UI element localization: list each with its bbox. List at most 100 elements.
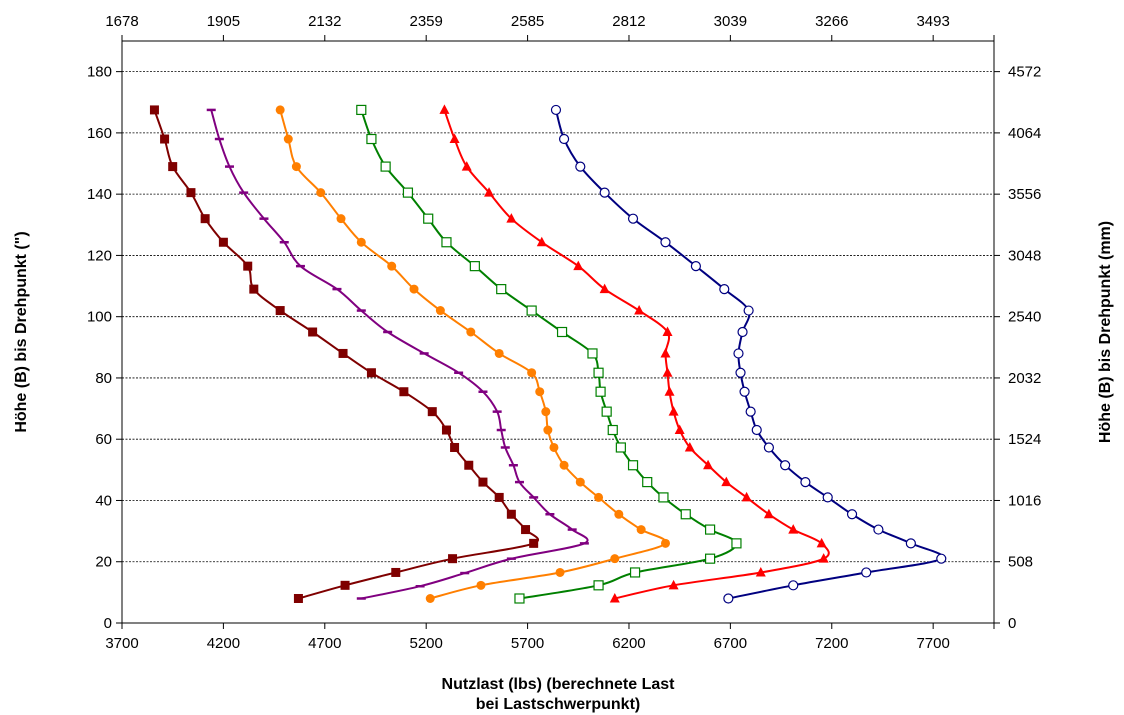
x2-tick-label: 3493 bbox=[916, 13, 949, 30]
data-point bbox=[535, 387, 545, 397]
x-tick-label: 7200 bbox=[815, 635, 848, 652]
data-point bbox=[543, 425, 553, 435]
data-point bbox=[243, 261, 253, 271]
data-point bbox=[662, 326, 673, 336]
data-point bbox=[629, 567, 641, 578]
x2-tick-label: 2132 bbox=[308, 13, 341, 30]
data-point bbox=[660, 538, 670, 548]
data-point bbox=[427, 407, 437, 417]
data-point bbox=[800, 476, 811, 488]
data-point bbox=[660, 347, 671, 358]
x-axis-title-line-1: Nutzlast (lbs) (berechnete Last bbox=[442, 676, 676, 693]
data-point bbox=[283, 134, 293, 144]
data-point bbox=[555, 567, 565, 577]
data-point bbox=[514, 593, 525, 604]
data-point bbox=[529, 538, 539, 548]
data-point bbox=[662, 367, 673, 377]
data-point bbox=[366, 133, 377, 145]
series-2 bbox=[206, 108, 589, 600]
data-point bbox=[340, 580, 350, 590]
data-point bbox=[573, 260, 584, 271]
y-tick-label: 120 bbox=[87, 247, 112, 264]
data-point bbox=[200, 214, 210, 224]
data-point bbox=[449, 133, 460, 144]
y-tick-label: 80 bbox=[95, 370, 112, 387]
data-point bbox=[441, 425, 451, 435]
data-point bbox=[435, 306, 445, 316]
y2-axis-title: Höhe (B) bis Drehpunkt (mm) bbox=[1097, 221, 1114, 443]
series-line bbox=[555, 109, 944, 600]
x2-tick-label: 1905 bbox=[207, 13, 240, 30]
series-line bbox=[360, 109, 738, 600]
data-point bbox=[541, 407, 551, 417]
data-point bbox=[684, 441, 695, 452]
data-point bbox=[356, 104, 367, 116]
data-point bbox=[494, 348, 504, 358]
data-point bbox=[402, 187, 414, 198]
data-point bbox=[387, 261, 397, 271]
data-point bbox=[704, 524, 716, 535]
data-point bbox=[423, 213, 434, 224]
data-point bbox=[873, 524, 884, 535]
data-point bbox=[780, 460, 791, 471]
ticks bbox=[116, 35, 1000, 629]
series-6 bbox=[550, 104, 947, 604]
data-point bbox=[668, 406, 679, 416]
x2-tick-label: 3266 bbox=[815, 13, 848, 30]
data-point bbox=[308, 327, 318, 337]
y2-tick-label: 2540 bbox=[1008, 309, 1041, 326]
series-5 bbox=[439, 104, 830, 603]
data-point bbox=[275, 105, 285, 115]
data-point bbox=[338, 348, 348, 358]
y-tick-label: 20 bbox=[95, 554, 112, 571]
data-point bbox=[160, 134, 170, 144]
data-point bbox=[743, 305, 754, 316]
data-point bbox=[737, 326, 748, 338]
data-point bbox=[549, 442, 559, 452]
data-point bbox=[521, 525, 531, 535]
y-tick-label: 60 bbox=[95, 431, 112, 448]
data-point bbox=[506, 509, 516, 519]
data-point bbox=[614, 509, 624, 519]
x-tick-label: 4700 bbox=[308, 635, 341, 652]
data-point bbox=[658, 492, 669, 503]
data-point bbox=[763, 508, 774, 519]
data-point bbox=[316, 188, 326, 198]
x2-tick-label: 2812 bbox=[612, 13, 645, 30]
y2-tick-label: 4064 bbox=[1008, 125, 1041, 142]
y2-tick-label: 1016 bbox=[1008, 492, 1041, 509]
data-point bbox=[391, 567, 401, 577]
y-tick-label: 180 bbox=[87, 64, 112, 81]
series-line bbox=[279, 109, 668, 600]
data-point bbox=[751, 424, 762, 436]
data-point bbox=[704, 553, 716, 564]
plot-frame bbox=[121, 40, 995, 624]
x-tick-label: 6200 bbox=[612, 635, 645, 652]
y-axis-title: Höhe (B) bis Drehpunkt (") bbox=[13, 231, 30, 432]
data-point bbox=[731, 538, 742, 549]
data-point bbox=[380, 161, 391, 172]
data-point bbox=[703, 459, 714, 470]
data-point bbox=[818, 553, 829, 563]
data-point bbox=[599, 187, 610, 198]
data-point bbox=[450, 442, 460, 452]
data-point bbox=[719, 284, 730, 295]
data-point bbox=[409, 284, 419, 294]
data-point bbox=[733, 348, 744, 359]
data-point bbox=[755, 566, 766, 577]
data-point bbox=[441, 237, 452, 248]
y-tick-label: 0 bbox=[104, 615, 112, 632]
y-tick-label: 160 bbox=[87, 125, 112, 142]
y2-tick-label: 0 bbox=[1008, 615, 1016, 632]
data-point bbox=[634, 305, 645, 315]
data-point bbox=[496, 284, 507, 295]
data-point bbox=[741, 491, 752, 502]
data-point bbox=[607, 424, 618, 436]
data-point bbox=[559, 460, 569, 470]
y-tick-label: 40 bbox=[95, 492, 112, 509]
data-point bbox=[610, 554, 620, 564]
data-point bbox=[690, 261, 701, 272]
data-point bbox=[466, 327, 476, 337]
data-point bbox=[448, 554, 458, 564]
